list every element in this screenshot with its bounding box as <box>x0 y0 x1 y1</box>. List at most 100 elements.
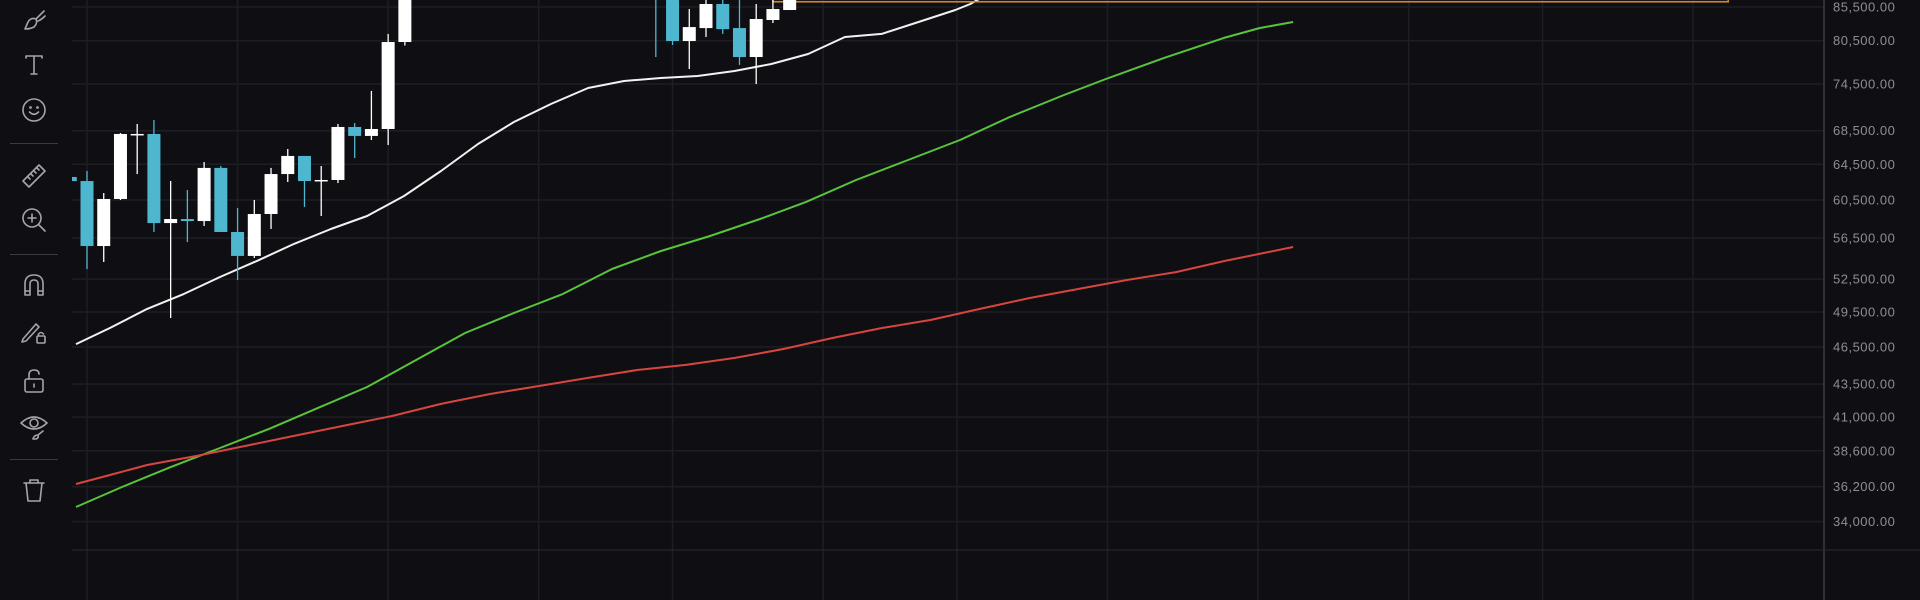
price-tick-label: 60,500.00 <box>1833 192 1895 207</box>
candle <box>716 0 730 34</box>
candle <box>766 0 780 24</box>
candle-body <box>314 179 328 182</box>
rectangle-drawing[interactable] <box>772 0 1729 3</box>
candle <box>297 155 311 207</box>
candle-body <box>164 219 178 224</box>
candle <box>314 166 328 216</box>
toolbar-divider <box>10 254 58 255</box>
candle-body <box>398 0 412 43</box>
candle <box>97 193 111 262</box>
price-tick-label: 49,500.00 <box>1833 304 1895 319</box>
candle-body <box>97 198 111 247</box>
candle-body <box>666 0 680 42</box>
price-tick-label: 34,000.00 <box>1833 514 1895 529</box>
candle <box>381 33 395 145</box>
emoji-tool-button[interactable] <box>16 92 52 128</box>
candle <box>655 0 657 58</box>
candle-body <box>766 9 780 21</box>
candle-body <box>264 174 278 215</box>
candle <box>749 4 763 84</box>
price-tick-label: 43,500.00 <box>1833 377 1895 392</box>
candle <box>348 123 362 158</box>
text-icon <box>25 55 43 75</box>
price-tick-label: 80,500.00 <box>1833 33 1895 48</box>
candle-body <box>72 176 77 182</box>
price-axis-labels: 85,500.00 80,500.00 74,500.00 68,500.00 64,5… <box>1833 0 1895 529</box>
candle-body <box>716 4 730 30</box>
candle-body <box>783 0 797 11</box>
trash-icon <box>23 479 45 502</box>
candle-body <box>180 219 194 222</box>
price-tick-label: 38,600.00 <box>1833 443 1895 458</box>
candle <box>180 190 194 243</box>
price-tick-label: 36,200.00 <box>1833 479 1895 494</box>
smiley-icon <box>22 98 46 122</box>
candle <box>699 0 713 37</box>
candle <box>214 166 228 232</box>
candle-body <box>348 126 362 136</box>
candle-body <box>682 27 696 42</box>
brush-tool-button[interactable] <box>16 0 52 36</box>
zoom-in-button[interactable] <box>16 202 52 238</box>
candle <box>732 0 746 65</box>
candle <box>231 207 245 280</box>
delete-drawings-button[interactable] <box>16 472 52 508</box>
lock-button[interactable] <box>16 363 52 399</box>
candle <box>113 132 127 200</box>
price-tick-label: 64,500.00 <box>1833 157 1895 172</box>
candle-body <box>147 133 161 224</box>
toolbar-divider <box>10 143 58 144</box>
zoom-in-icon <box>22 208 46 232</box>
price-tick-label: 68,500.00 <box>1833 123 1895 138</box>
price-tick-label: 56,500.00 <box>1833 231 1895 246</box>
candle-body <box>113 133 127 199</box>
candle <box>130 123 144 175</box>
candle-body <box>699 4 713 29</box>
eye-brush-icon <box>20 416 48 440</box>
candle <box>247 199 261 258</box>
candle-body <box>214 167 228 232</box>
candle-body <box>732 28 746 58</box>
brush-icon <box>24 10 46 30</box>
text-tool-button[interactable] <box>16 46 52 82</box>
pencil-lock-icon <box>21 323 46 344</box>
candle <box>164 181 178 318</box>
ruler-tool-button[interactable] <box>16 157 52 193</box>
lock-open-icon <box>24 369 44 393</box>
candle-body <box>331 126 345 180</box>
price-tick-label: 85,500.00 <box>1833 0 1895 15</box>
candle-body <box>364 128 378 136</box>
hide-drawings-button[interactable] <box>16 408 52 444</box>
candle-body <box>247 214 261 256</box>
candle <box>264 167 278 229</box>
candle <box>147 119 161 232</box>
candle-body <box>231 231 245 256</box>
candle <box>783 0 797 11</box>
candle-body <box>297 155 311 182</box>
plot-area <box>72 0 1729 508</box>
candle-body <box>749 19 763 58</box>
candle <box>281 148 295 183</box>
candle <box>398 0 412 46</box>
price-tick-label: 74,500.00 <box>1833 76 1895 91</box>
moving-average-line-0 <box>75 0 980 346</box>
candle <box>72 176 77 182</box>
ruler-icon <box>22 164 46 188</box>
candle-body <box>281 155 295 175</box>
candle-body <box>381 42 395 129</box>
candle <box>331 123 345 184</box>
candle-body <box>197 167 211 222</box>
magnet-icon <box>24 274 44 296</box>
price-tick-label: 52,500.00 <box>1833 272 1895 287</box>
moving-average-line-1 <box>75 21 1294 508</box>
chart-grid <box>72 0 1824 600</box>
toolbar-divider <box>10 459 58 460</box>
candle-body <box>80 181 94 247</box>
candle-body <box>130 133 144 136</box>
candle <box>197 162 211 226</box>
moving-average-line-2 <box>75 246 1294 485</box>
candle <box>364 90 378 140</box>
lock-drawings-button[interactable] <box>16 314 52 350</box>
magnet-button[interactable] <box>16 267 52 303</box>
